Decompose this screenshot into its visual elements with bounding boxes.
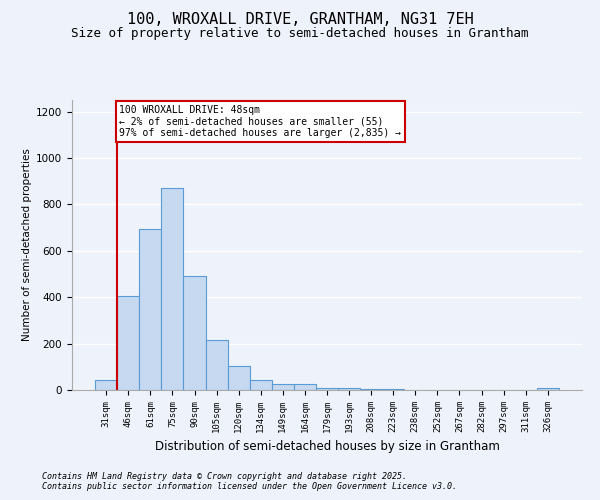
Bar <box>360 389 382 390</box>
Bar <box>250 380 272 390</box>
Bar <box>316 388 338 390</box>
Bar <box>117 296 139 390</box>
Y-axis label: Number of semi-detached properties: Number of semi-detached properties <box>22 148 32 342</box>
Bar <box>161 188 184 390</box>
Text: Size of property relative to semi-detached houses in Grantham: Size of property relative to semi-detach… <box>71 28 529 40</box>
Bar <box>139 229 161 390</box>
Text: 100, WROXALL DRIVE, GRANTHAM, NG31 7EH: 100, WROXALL DRIVE, GRANTHAM, NG31 7EH <box>127 12 473 28</box>
Text: Contains HM Land Registry data © Crown copyright and database right 2025.: Contains HM Land Registry data © Crown c… <box>42 472 407 481</box>
Bar <box>206 340 227 390</box>
Bar <box>537 388 559 390</box>
Bar <box>95 380 117 390</box>
Bar <box>338 388 360 390</box>
Bar <box>227 366 250 390</box>
Text: 100 WROXALL DRIVE: 48sqm
← 2% of semi-detached houses are smaller (55)
97% of se: 100 WROXALL DRIVE: 48sqm ← 2% of semi-de… <box>119 104 401 138</box>
Bar <box>184 276 206 390</box>
Bar <box>294 384 316 390</box>
X-axis label: Distribution of semi-detached houses by size in Grantham: Distribution of semi-detached houses by … <box>155 440 499 454</box>
Bar <box>272 384 294 390</box>
Text: Contains public sector information licensed under the Open Government Licence v3: Contains public sector information licen… <box>42 482 457 491</box>
